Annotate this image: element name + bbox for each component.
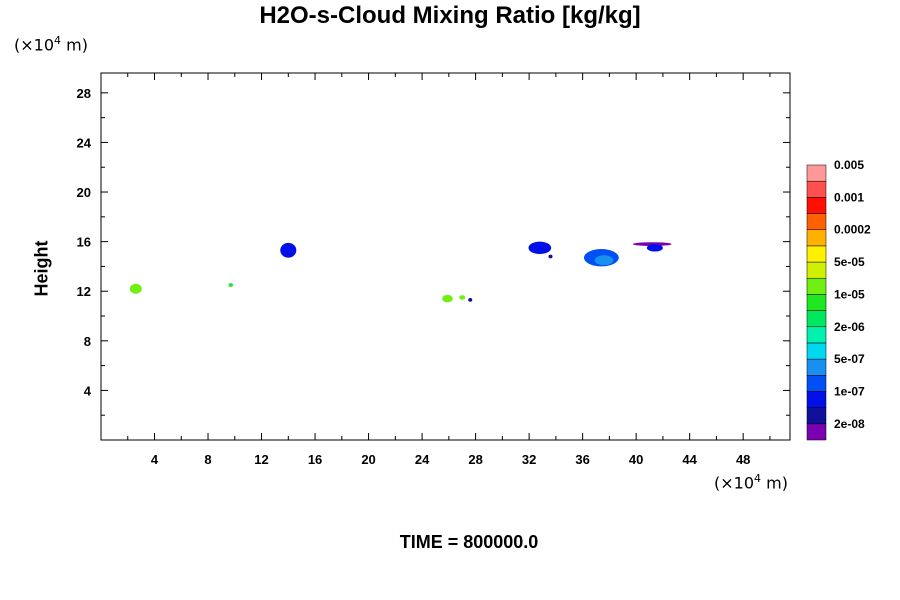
cloud-patch [442, 294, 453, 303]
y-tick-label: 12 [77, 284, 91, 299]
colorbar-swatch [806, 245, 827, 263]
cloud-patch [459, 295, 466, 300]
colorbar-swatch [806, 342, 827, 360]
x-tick-label: 24 [415, 452, 430, 467]
colorbar-swatch [806, 261, 827, 279]
colorbar-label: 1e-07 [834, 384, 865, 398]
colorbar-swatch [806, 375, 827, 392]
colorbar-label: 5e-05 [834, 255, 865, 269]
x-tick-label: 16 [308, 452, 322, 467]
cloud-patch [468, 298, 473, 302]
colorbar-label: 0.005 [834, 158, 864, 172]
y-tick-label: 4 [84, 383, 92, 398]
colorbar-swatch [806, 164, 827, 182]
colorbar-label: 2e-08 [834, 417, 865, 431]
plot-frame [100, 72, 791, 441]
colorbar-swatch [806, 326, 827, 344]
colorbar-label: 2e-06 [834, 320, 865, 334]
chart-title: H2O-s-Cloud Mixing Ratio [kg/kg] [259, 2, 641, 29]
x-tick-label: 48 [736, 452, 750, 467]
colorbar-swatch [806, 310, 827, 328]
colorbar-swatch [806, 358, 827, 376]
cloud-patch [528, 241, 552, 255]
colorbar-swatch [806, 213, 827, 230]
colorbar-swatch [806, 391, 827, 408]
cloud-patch [228, 283, 234, 287]
colorbar-swatch [806, 180, 827, 198]
cloud-patch [632, 242, 672, 246]
x-tick-label: 4 [151, 452, 159, 467]
colorbar-label: 1e-05 [834, 287, 865, 301]
x-tick-label: 36 [575, 452, 589, 467]
x-tick-label: 12 [254, 452, 268, 467]
colorbar-swatch [806, 423, 827, 441]
cloud-patch [548, 254, 553, 259]
x-axis-unit: (×104 m) [714, 472, 788, 493]
y-tick-label: 8 [84, 334, 91, 349]
x-tick-label: 28 [468, 452, 482, 467]
colorbar-swatch [806, 197, 827, 214]
cloud-patch [646, 244, 663, 252]
cloud-patch [129, 283, 142, 294]
cloud-patch [280, 242, 297, 258]
x-tick-label: 8 [204, 452, 211, 467]
colorbar-label: 0.001 [834, 190, 864, 204]
x-tick-label: 44 [682, 452, 697, 467]
x-tick-label: 40 [629, 452, 643, 467]
colorbar-label: 0.0002 [834, 223, 871, 237]
x-tick-label: 20 [361, 452, 375, 467]
y-axis-unit: (×104 m) [14, 34, 88, 55]
colorbar-swatch [806, 229, 827, 247]
y-tick-label: 20 [77, 185, 91, 200]
y-tick-label: 24 [77, 135, 92, 150]
colorbar-label: 5e-07 [834, 352, 865, 366]
cloud-patch [594, 255, 614, 266]
x-tick-label: 32 [522, 452, 536, 467]
colorbar-swatch [806, 277, 827, 295]
colorbar-swatch [806, 407, 827, 425]
y-tick-label: 28 [77, 86, 91, 101]
time-label: TIME = 800000.0 [399, 532, 539, 552]
colorbar-swatch [806, 294, 827, 311]
y-tick-label: 16 [77, 235, 91, 250]
